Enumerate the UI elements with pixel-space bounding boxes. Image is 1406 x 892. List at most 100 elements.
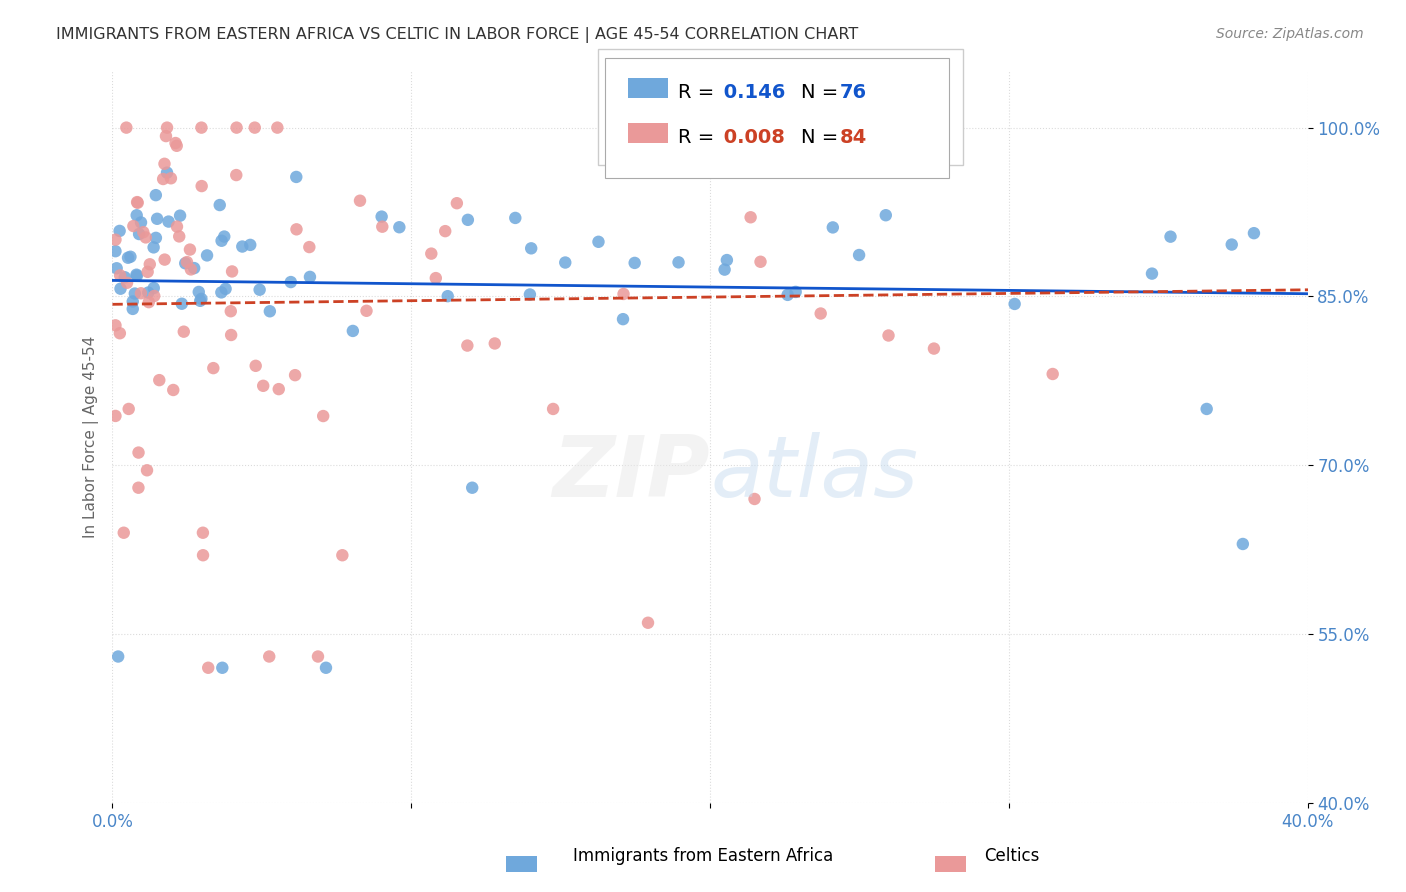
Point [166,219,188,234]
Point [434,224,457,238]
Point [157,214,180,228]
Point [818,102,841,116]
Point [249,283,271,297]
Point [153,157,176,171]
Text: Source: ZipAtlas.com: Source: ZipAtlas.com [1216,27,1364,41]
Point [257,649,280,664]
Point [173,325,195,339]
Point [520,241,543,255]
Point [541,401,564,416]
Point [136,463,159,477]
Point [1042,367,1064,381]
Point [180,262,202,277]
Text: N =: N = [801,128,845,146]
Point [776,288,799,302]
Point [121,301,143,316]
Point [187,285,209,299]
Point [183,261,205,276]
Point [114,270,136,285]
Point [877,328,900,343]
Point [174,256,197,270]
Point [125,268,148,282]
Point [267,382,290,396]
Point [142,240,165,254]
Point [190,292,212,306]
Point [162,383,184,397]
Point [330,548,353,562]
Text: Celtics: Celtics [984,847,1039,865]
Point [285,169,308,184]
Point [252,379,274,393]
Point [1243,226,1265,240]
Point [436,289,458,303]
Point [115,120,138,135]
Point [1320,225,1343,239]
Point [243,120,266,135]
Point [554,255,576,269]
Point [108,224,131,238]
Point [214,282,236,296]
Text: N =: N = [801,83,845,102]
Point [127,195,149,210]
Point [420,246,443,260]
Point [190,179,212,194]
Text: R =: R = [678,83,720,102]
Point [155,129,177,144]
Point [484,336,506,351]
Point [225,168,247,182]
Point [1140,267,1163,281]
Point [1375,277,1398,292]
Point [225,120,247,135]
Point [1232,537,1254,551]
Point [122,219,145,233]
Point [118,401,141,416]
Point [135,230,157,244]
Point [612,312,634,326]
Point [307,649,329,664]
Point [349,194,371,208]
Point [623,256,645,270]
Point [208,198,231,212]
Point [202,361,225,376]
Point [315,661,337,675]
Point [461,481,484,495]
Point [127,195,149,210]
Text: atlas: atlas [710,432,918,516]
Point [128,227,150,241]
Point [259,304,281,318]
Point [108,326,131,341]
Point [124,286,146,301]
Point [312,409,335,423]
Point [153,252,176,267]
Point [755,164,778,178]
Text: 84: 84 [839,128,866,146]
Point [136,285,159,300]
Point [668,255,690,269]
Point [214,229,236,244]
Point [456,338,478,352]
Point [716,253,738,268]
Point [139,257,162,271]
Point [105,261,128,276]
Point [179,243,201,257]
Point [280,275,302,289]
Point [298,240,321,254]
Point [457,212,479,227]
Point [388,220,411,235]
Point [749,254,772,268]
Text: Immigrants from Eastern Africa: Immigrants from Eastern Africa [572,847,834,865]
Point [125,268,148,283]
Point [104,409,127,423]
Point [1195,401,1218,416]
Point [108,268,131,283]
Point [176,255,198,269]
Point [110,282,132,296]
Point [129,286,152,301]
Text: 0.008: 0.008 [717,128,785,146]
Point [612,287,634,301]
Point [169,209,191,223]
Text: IMMIGRANTS FROM EASTERN AFRICA VS CELTIC IN LABOR FORCE | AGE 45-54 CORRELATION : IMMIGRANTS FROM EASTERN AFRICA VS CELTIC… [56,27,859,43]
Point [166,138,188,153]
Point [132,225,155,239]
Point [188,293,211,308]
